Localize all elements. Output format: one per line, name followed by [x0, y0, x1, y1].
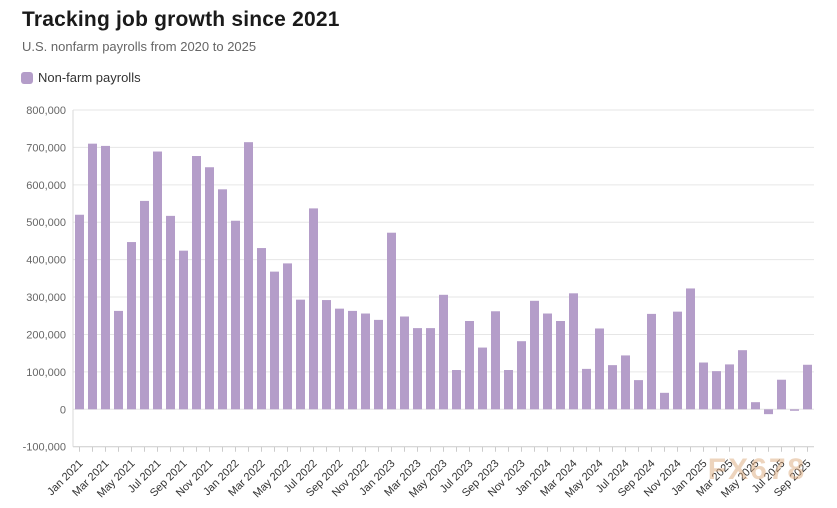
bar[interactable]: [712, 371, 721, 410]
bar[interactable]: [803, 364, 812, 410]
bar[interactable]: [114, 310, 123, 410]
legend-item-nonfarm-payrolls[interactable]: Non-farm payrolls: [21, 70, 141, 85]
legend-swatch-icon: [21, 71, 33, 84]
bar[interactable]: [569, 293, 578, 410]
bar[interactable]: [257, 248, 266, 410]
y-axis-label: 300,000: [26, 292, 66, 304]
bar[interactable]: [699, 362, 708, 410]
bar[interactable]: [725, 364, 734, 410]
bar[interactable]: [192, 156, 201, 410]
page-subtitle: U.S. nonfarm payrolls from 2020 to 2025: [22, 39, 257, 54]
bar[interactable]: [179, 250, 188, 410]
y-axis-label: 0: [60, 404, 66, 416]
y-axis-label: 800,000: [26, 105, 66, 117]
bar[interactable]: [348, 310, 357, 410]
bar[interactable]: [790, 409, 799, 411]
bar[interactable]: [751, 402, 760, 410]
bar[interactable]: [218, 189, 227, 410]
bar[interactable]: [153, 151, 162, 410]
bar[interactable]: [621, 355, 630, 410]
bar[interactable]: [491, 311, 500, 410]
bar[interactable]: [361, 313, 370, 410]
bar[interactable]: [413, 328, 422, 410]
bar[interactable]: [543, 313, 552, 410]
watermark-text: FX678: [708, 453, 806, 486]
bar[interactable]: [426, 328, 435, 410]
bar[interactable]: [465, 321, 474, 410]
bar[interactable]: [686, 288, 695, 410]
bar[interactable]: [517, 341, 526, 410]
legend-label: Non-farm payrolls: [38, 70, 141, 85]
bar[interactable]: [504, 370, 513, 410]
bar[interactable]: [88, 143, 97, 410]
bar[interactable]: [400, 316, 409, 410]
bar[interactable]: [530, 300, 539, 410]
bar[interactable]: [582, 368, 591, 410]
bar[interactable]: [608, 365, 617, 410]
bar[interactable]: [322, 300, 331, 410]
bar[interactable]: [374, 319, 383, 410]
bar[interactable]: [166, 215, 175, 410]
bar[interactable]: [205, 167, 214, 410]
y-axis-label: 100,000: [26, 367, 66, 379]
bar[interactable]: [75, 214, 84, 410]
bar[interactable]: [647, 313, 656, 410]
y-axis-label: 500,000: [26, 217, 66, 229]
bar[interactable]: [634, 380, 643, 410]
bar[interactable]: [335, 308, 344, 410]
page-title: Tracking job growth since 2021: [22, 8, 340, 31]
y-axis-label: 200,000: [26, 329, 66, 341]
bar[interactable]: [452, 370, 461, 410]
bar[interactable]: [296, 299, 305, 410]
bar[interactable]: [387, 232, 396, 410]
bar[interactable]: [595, 328, 604, 410]
bar[interactable]: [231, 220, 240, 410]
bar[interactable]: [478, 347, 487, 410]
bar[interactable]: [101, 145, 110, 410]
bar[interactable]: [140, 200, 149, 410]
y-axis-label: 600,000: [26, 180, 66, 192]
y-axis-label: 400,000: [26, 255, 66, 267]
y-axis-label: -100,000: [23, 442, 66, 454]
bar[interactable]: [127, 242, 136, 410]
bar[interactable]: [660, 392, 669, 410]
bar[interactable]: [673, 311, 682, 410]
bar[interactable]: [556, 321, 565, 410]
bar[interactable]: [439, 294, 448, 410]
bar[interactable]: [270, 271, 279, 410]
bar[interactable]: [738, 350, 747, 410]
bar[interactable]: [283, 263, 292, 410]
bar[interactable]: [764, 409, 773, 415]
bar[interactable]: [244, 142, 253, 410]
bar[interactable]: [777, 379, 786, 410]
bar[interactable]: [309, 208, 318, 410]
y-axis-label: 700,000: [26, 142, 66, 154]
